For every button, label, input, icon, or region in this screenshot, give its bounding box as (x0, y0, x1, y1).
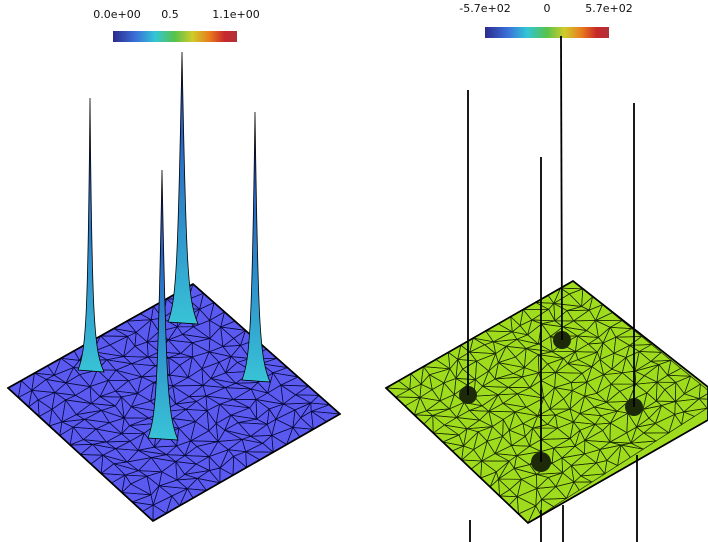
mesh-triangle (540, 497, 568, 508)
mesh-triangle (698, 391, 708, 401)
mesh-triangle (698, 398, 708, 409)
right-colorbar: -5.7e+02 0 5.7e+02 (459, 2, 633, 38)
right-mesh (386, 281, 708, 523)
mesh-triangle (642, 432, 671, 442)
right-needle-2 (560, 35, 563, 341)
left-spike-2 (167, 51, 199, 325)
mesh-triangle (620, 444, 645, 458)
left-colorbar-tick-mid: 0.5 (161, 8, 179, 21)
left-spikes (77, 51, 271, 441)
mesh-triangle (579, 473, 605, 483)
mesh-triangle (573, 481, 594, 491)
left-spike-3 (241, 111, 271, 383)
mesh-triangle (682, 407, 708, 417)
left-surface (6, 51, 342, 522)
mesh-triangle (629, 440, 657, 450)
left-colorbar-tick-min: 0.0e+00 (93, 8, 140, 21)
right-colorbar-tick-max: 5.7e+02 (585, 2, 632, 15)
left-mesh (8, 284, 340, 521)
right-colorbar-gradient (485, 27, 609, 38)
left-colorbar-tick-max: 1.1e+00 (212, 8, 259, 21)
right-surface (384, 35, 708, 542)
left-colorbar-gradient (113, 31, 237, 42)
left-spike-1 (77, 97, 105, 373)
right-needles (467, 35, 638, 542)
left-colorbar: 0.0e+00 0.5 1.1e+00 (93, 8, 260, 42)
right-colorbar-tick-mid: 0 (544, 2, 551, 15)
left-spike-4 (147, 169, 179, 441)
right-colorbar-tick-min: -5.7e+02 (459, 2, 510, 15)
